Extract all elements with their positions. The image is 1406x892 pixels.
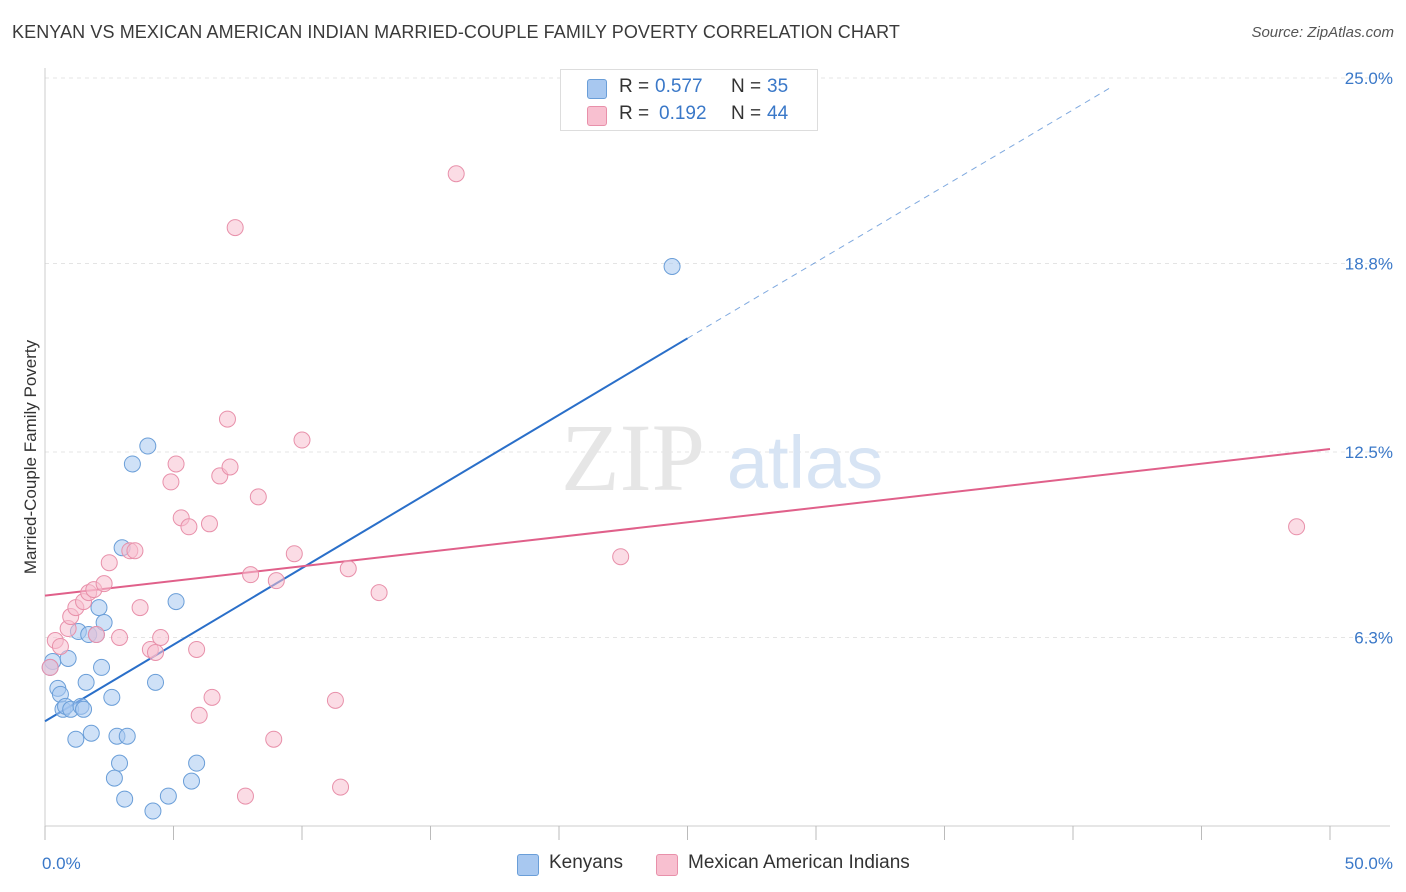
data-point-mexican-american-indians xyxy=(249,488,267,506)
data-point-kenyans xyxy=(59,649,77,667)
bottom-legend-swatch-kenyans xyxy=(517,854,539,876)
data-point-mexican-american-indians xyxy=(370,584,388,602)
data-point-mexican-american-indians xyxy=(152,629,170,647)
legend-n-value: 44 xyxy=(767,103,789,124)
data-point-mexican-american-indians xyxy=(188,640,206,658)
data-point-kenyans xyxy=(123,455,141,473)
data-point-mexican-american-indians xyxy=(332,778,350,796)
legend-r-label: R = xyxy=(619,76,650,97)
data-point-mexican-american-indians xyxy=(339,560,357,578)
bottom-legend-label-mexican-american-indians: Mexican American Indians xyxy=(688,852,910,873)
legend-n-label: N = xyxy=(731,103,762,124)
data-point-kenyans xyxy=(167,593,185,611)
data-point-kenyans xyxy=(159,787,177,805)
data-point-kenyans xyxy=(95,614,113,632)
trend-line-kenyans xyxy=(44,337,689,723)
data-point-mexican-american-indians xyxy=(100,554,118,572)
data-point-kenyans xyxy=(116,790,134,808)
chart-title: KENYAN VS MEXICAN AMERICAN INDIAN MARRIE… xyxy=(12,22,900,42)
data-point-mexican-american-indians xyxy=(226,219,244,237)
x-tick-label: 50.0% xyxy=(1345,854,1393,873)
y-tick-label: 12.5% xyxy=(1345,443,1393,462)
data-point-kenyans xyxy=(103,688,121,706)
bottom-legend-label-kenyans: Kenyans xyxy=(549,852,623,873)
legend-box: R = 0.577 N = 35 R = 0.192 N = 44 xyxy=(560,69,818,131)
data-point-mexican-american-indians xyxy=(285,545,303,563)
data-point-kenyans xyxy=(188,754,206,772)
data-point-mexican-american-indians xyxy=(126,542,144,560)
data-point-mexican-american-indians xyxy=(242,566,260,584)
data-point-kenyans xyxy=(182,772,200,790)
data-point-mexican-american-indians xyxy=(200,515,218,533)
axes xyxy=(44,68,1390,840)
data-point-kenyans xyxy=(77,673,95,691)
data-point-mexican-american-indians xyxy=(218,410,236,428)
data-point-mexican-american-indians xyxy=(87,626,105,644)
data-point-kenyans xyxy=(90,599,108,617)
data-point-mexican-american-indians xyxy=(162,473,180,491)
data-point-mexican-american-indians xyxy=(147,643,165,661)
data-point-kenyans xyxy=(118,727,136,745)
y-tick-labels: 6.3% 12.5% 18.8% 25.0% xyxy=(1345,69,1393,648)
data-point-mexican-american-indians xyxy=(111,629,129,647)
legend-swatch-mexican-american-indians xyxy=(587,106,607,126)
legend-r-value: 0.192 xyxy=(659,103,707,124)
bottom-legend-swatch-mexican-american-indians xyxy=(656,854,678,876)
watermark-atlas: atlas xyxy=(727,421,883,504)
data-point-kenyans xyxy=(75,700,93,718)
y-axis-label: Married-Couple Family Poverty xyxy=(21,339,40,574)
data-point-mexican-american-indians xyxy=(167,455,185,473)
data-point-kenyans xyxy=(663,257,681,275)
data-point-kenyans xyxy=(139,437,157,455)
data-point-kenyans xyxy=(147,673,165,691)
data-points xyxy=(41,165,1306,820)
x-tick-label: 0.0% xyxy=(42,854,81,873)
source-label: Source: ZipAtlas.com xyxy=(1251,24,1394,41)
data-point-mexican-american-indians xyxy=(447,165,465,183)
watermark-zip: ZIP xyxy=(561,404,705,511)
legend-n-value: 35 xyxy=(767,76,789,97)
data-point-mexican-american-indians xyxy=(180,518,198,536)
trend-line-kenyans-extension xyxy=(687,86,1112,339)
data-point-mexican-american-indians xyxy=(267,572,285,590)
data-point-mexican-american-indians xyxy=(131,599,149,617)
data-point-kenyans xyxy=(93,658,111,676)
data-point-mexican-american-indians xyxy=(190,706,208,724)
data-point-mexican-american-indians xyxy=(203,688,221,706)
data-point-kenyans xyxy=(105,769,123,787)
y-tick-label: 18.8% xyxy=(1345,255,1393,274)
grid-lines xyxy=(45,77,1390,639)
data-point-mexican-american-indians xyxy=(41,658,59,676)
data-point-mexican-american-indians xyxy=(51,637,69,655)
data-point-kenyans xyxy=(144,802,162,820)
data-point-mexican-american-indians xyxy=(221,458,239,476)
data-point-mexican-american-indians xyxy=(265,730,283,748)
data-point-kenyans xyxy=(111,754,129,772)
legend-swatch-kenyans xyxy=(587,79,607,99)
data-point-kenyans xyxy=(82,724,100,742)
data-point-mexican-american-indians xyxy=(326,691,344,709)
x-tick-labels: 0.0% 50.0% xyxy=(42,854,1393,873)
data-point-kenyans xyxy=(67,730,85,748)
y-tick-label: 25.0% xyxy=(1345,69,1393,88)
legend-r-label: R = xyxy=(619,103,650,124)
y-tick-label: 6.3% xyxy=(1354,629,1393,648)
data-point-mexican-american-indians xyxy=(236,787,254,805)
data-point-mexican-american-indians xyxy=(293,431,311,449)
data-point-mexican-american-indians xyxy=(1288,518,1306,536)
legend-r-value: 0.577 xyxy=(655,76,703,97)
trend-line-mexican-american-indians xyxy=(44,448,1331,597)
data-point-mexican-american-indians xyxy=(95,575,113,593)
data-point-mexican-american-indians xyxy=(612,548,630,566)
legend-n-label: N = xyxy=(731,76,762,97)
